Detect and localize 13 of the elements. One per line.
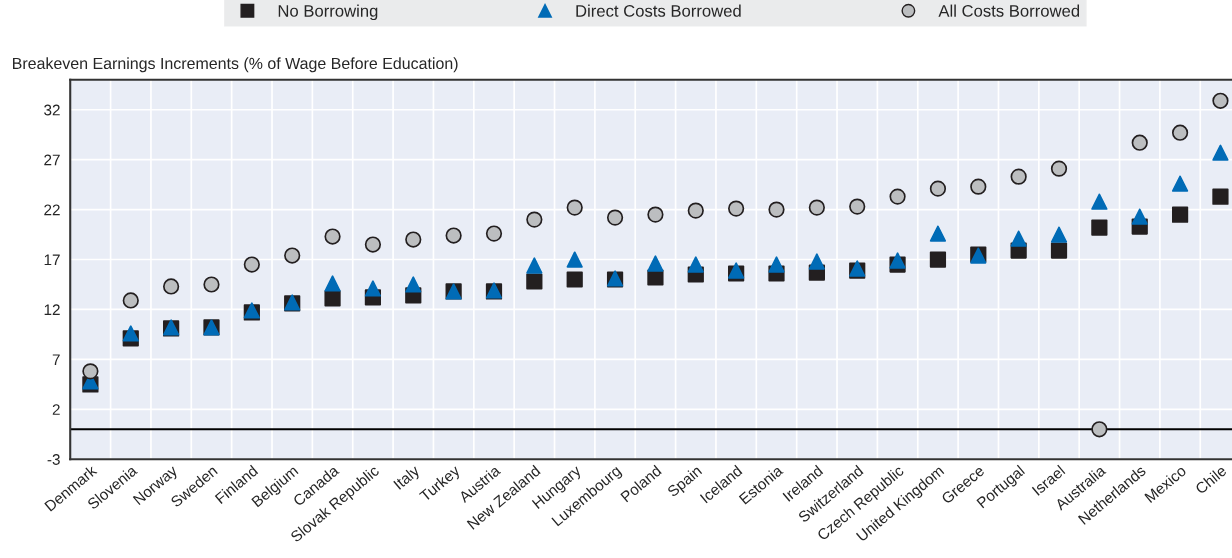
- y-tick-label: 27: [44, 154, 60, 166]
- legend-label: Direct Costs Borrowed: [576, 4, 741, 17]
- y-axis-title: Breakeven Earnings Increments (% of Wage Before Education): [13, 57, 458, 73]
- y-tick-label: -3: [47, 454, 60, 465]
- y-tick-label: 12: [44, 304, 60, 315]
- y-tick-label: 17: [44, 254, 60, 266]
- y-tick-label: 2: [52, 404, 60, 415]
- y-tick-label: 22: [44, 204, 60, 216]
- x-tick-label: Chile: [1194, 464, 1228, 495]
- legend-label: All Costs Borrowed: [938, 4, 1080, 17]
- y-tick-label: 32: [44, 104, 60, 116]
- y-tick-label: 7: [52, 354, 60, 365]
- legend-label: No Borrowing: [278, 4, 378, 21]
